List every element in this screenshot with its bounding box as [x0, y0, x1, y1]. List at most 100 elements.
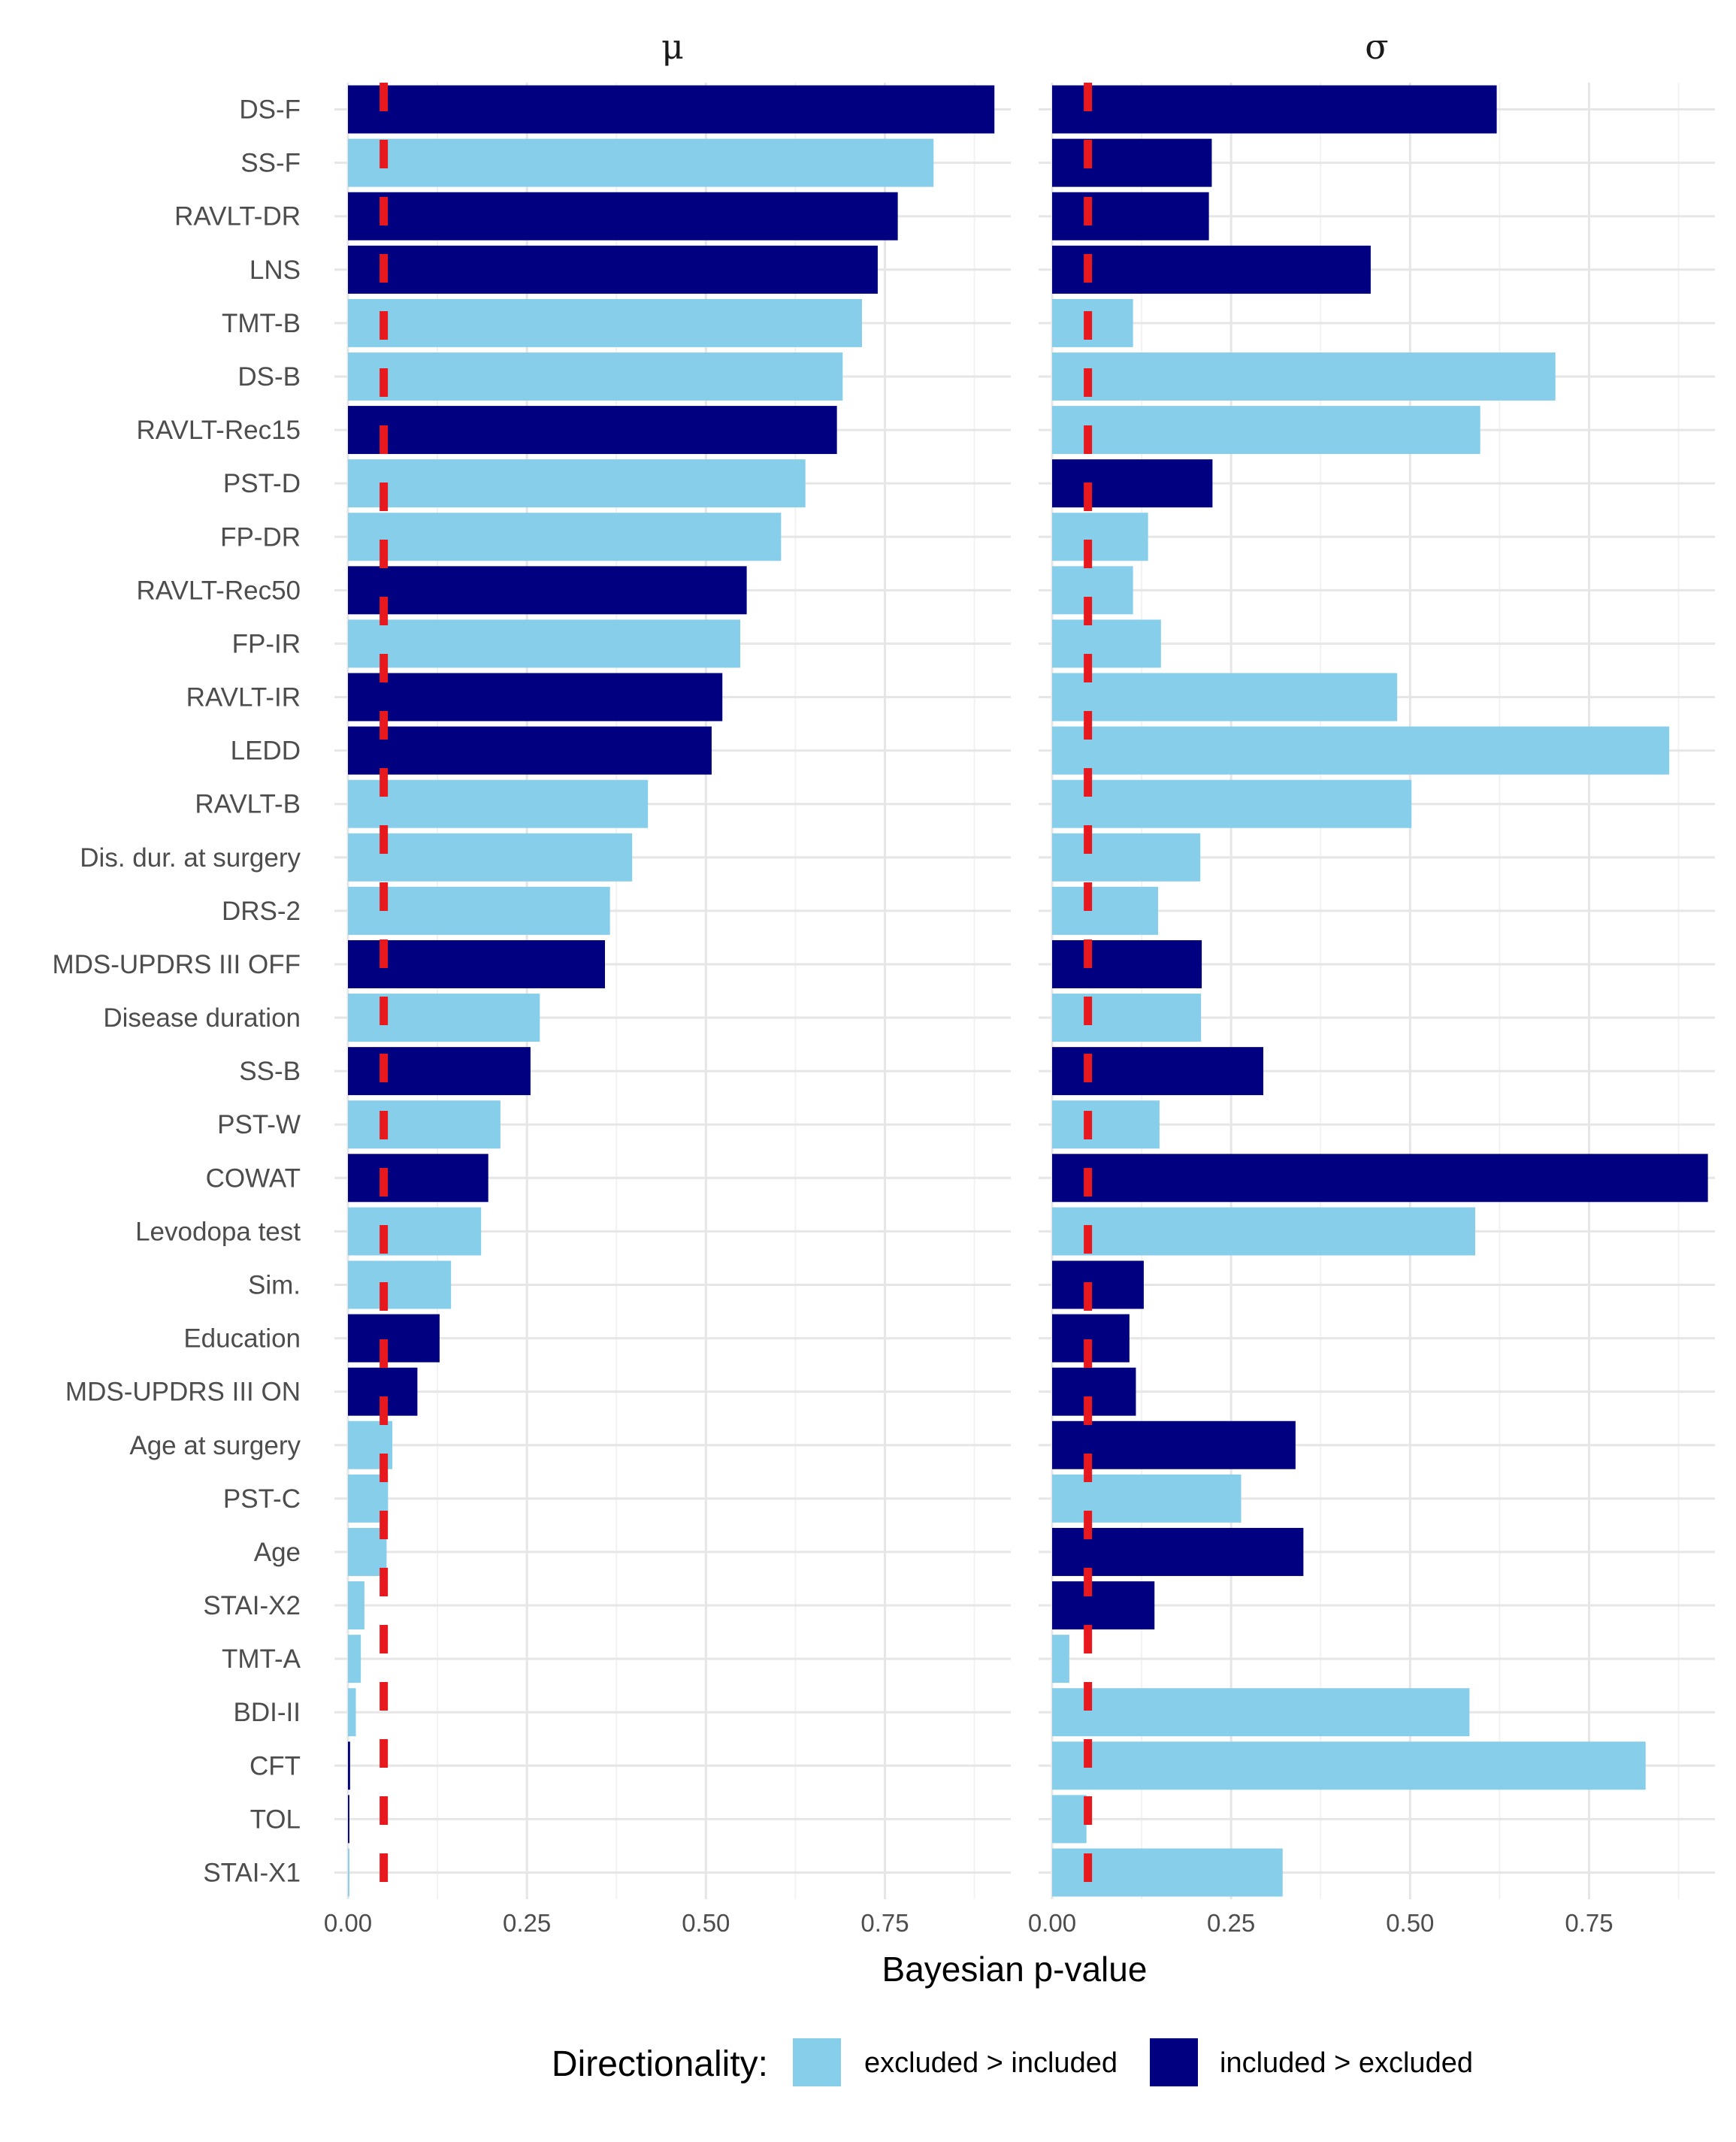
y-tick-label: RAVLT-B [195, 790, 301, 819]
x-axis-title: Bayesian p-value [882, 1950, 1148, 1989]
bar-sim- [348, 1260, 452, 1309]
bar-dis-dur-at-surgery [1052, 833, 1201, 882]
y-tick-label: DS-F [239, 95, 301, 125]
y-tick-label: SS-F [240, 149, 301, 178]
bar-stai-x2 [348, 1581, 364, 1630]
bar-pst-w [1052, 1100, 1160, 1149]
y-tick-label: STAI-X2 [203, 1591, 301, 1620]
y-tick-label: RAVLT-IR [186, 683, 301, 712]
y-tick-label: PST-D [223, 469, 301, 498]
y-tick-label: STAI-X1 [203, 1858, 301, 1887]
bar-stai-x2 [1052, 1581, 1155, 1630]
y-tick-label: SS-B [239, 1057, 301, 1086]
legend-label-excl: excluded > included [864, 2047, 1118, 2079]
bar-tmt-b [348, 298, 862, 347]
x-tick-label: 0.50 [1386, 1909, 1434, 1937]
y-tick-label: MDS-UPDRS III OFF [52, 950, 301, 979]
bar-ds-b [348, 352, 843, 401]
y-tick-label: COWAT [206, 1163, 301, 1193]
bar-mds-updrs-iii-off [348, 939, 605, 988]
y-tick-label: FP-DR [220, 522, 301, 552]
bar-fp-ir [1052, 619, 1161, 668]
bar-cft [1052, 1741, 1646, 1790]
bar-tol [1052, 1795, 1087, 1844]
bar-cowat [1052, 1154, 1708, 1203]
bar-disease-duration [348, 994, 540, 1042]
category-labels: DS-F SS-F RAVLT-DR LNS TMT-B DS-B RAVLT-Rec15 P… [52, 95, 301, 1888]
panel-1: μ 0.00 0.25 0.50 0.75 [324, 26, 1011, 1937]
bar-bdi-ii [348, 1688, 356, 1737]
y-tick-label: Disease duration [103, 1003, 301, 1033]
bar-ravlt-rec50 [348, 566, 747, 615]
x-tick-label: 0.50 [682, 1909, 730, 1937]
y-tick-label: RAVLT-DR [174, 202, 301, 231]
bar-lns [1052, 245, 1371, 294]
bar-age [1052, 1527, 1304, 1576]
bar-fp-dr [348, 513, 782, 561]
bar-ravlt-b [1052, 779, 1412, 828]
bar-pst-c [1052, 1474, 1242, 1523]
bar-ravlt-ir [348, 673, 723, 722]
bar-drs-2 [348, 886, 610, 935]
y-tick-label: Education [183, 1324, 301, 1354]
bar-ds-f [1052, 85, 1497, 134]
panel-2: σ 0.00 0.25 0.50 0.75 [1028, 26, 1715, 1937]
y-tick-label: CFT [250, 1751, 301, 1780]
y-tick-label: PST-C [223, 1484, 301, 1514]
y-tick-label: PST-W [217, 1110, 301, 1139]
bar-mds-updrs-iii-off [1052, 939, 1202, 988]
bar-tmt-a [1052, 1635, 1069, 1684]
bar-drs-2 [1052, 886, 1158, 935]
bar-ledd [348, 726, 712, 775]
y-tick-label: FP-IR [232, 629, 301, 658]
y-tick-label: RAVLT-Rec15 [136, 416, 301, 445]
legend: Directionality: excluded > included inclu… [552, 2038, 1473, 2086]
bar-mds-updrs-iii-on [1052, 1367, 1136, 1416]
y-tick-label: Age at surgery [129, 1431, 301, 1460]
bar-cft [348, 1741, 350, 1790]
bar-age-at-surgery [1052, 1420, 1296, 1469]
panel-title: σ [1365, 26, 1388, 67]
y-tick-label: Age [254, 1538, 301, 1567]
bar-tmt-b [1052, 298, 1133, 347]
x-tick-label: 0.25 [503, 1909, 551, 1937]
bar-cowat [348, 1154, 488, 1203]
bar-dis-dur-at-surgery [348, 833, 633, 882]
y-tick-label: RAVLT-Rec50 [136, 576, 301, 605]
bar-ravlt-rec15 [1052, 406, 1480, 455]
bar-ravlt-rec50 [1052, 566, 1133, 615]
bar-ss-b [348, 1047, 531, 1096]
x-tick-label: 0.25 [1207, 1909, 1255, 1937]
y-tick-label: DRS-2 [222, 897, 301, 926]
x-tick-label: 0.00 [1028, 1909, 1076, 1937]
bar-ravlt-rec15 [348, 406, 837, 455]
x-tick-label: 0.75 [1565, 1909, 1613, 1937]
bar-fp-dr [1052, 513, 1148, 561]
bar-levodopa-test [1052, 1207, 1476, 1256]
bar-sim- [1052, 1260, 1144, 1309]
panels: μ 0.00 0.25 0.50 0.75 σ 0.00 0.25 0.50 0.75 [324, 26, 1715, 1937]
bar-tol [348, 1795, 349, 1844]
bar-ds-f [348, 85, 995, 134]
bar-ds-b [1052, 352, 1556, 401]
bar-education [348, 1314, 440, 1363]
y-tick-label: LNS [250, 256, 301, 285]
bar-ss-f [348, 138, 934, 187]
bar-ravlt-ir [1052, 673, 1398, 722]
y-tick-label: Dis. dur. at surgery [80, 843, 301, 873]
y-tick-label: Levodopa test [135, 1217, 301, 1246]
bar-ravlt-dr [1052, 192, 1209, 241]
bar-fp-ir [348, 619, 741, 668]
y-tick-label: TMT-B [222, 309, 301, 338]
y-tick-label: TOL [250, 1805, 301, 1834]
legend-label-incl: included > excluded [1220, 2047, 1473, 2079]
legend-key-incl [1150, 2038, 1198, 2086]
bar-ravlt-dr [348, 192, 898, 241]
bar-disease-duration [1052, 994, 1202, 1042]
panel-title: μ [661, 26, 684, 67]
y-tick-label: LEDD [231, 737, 301, 766]
bar-ss-f [1052, 138, 1212, 187]
legend-key-excl [793, 2038, 841, 2086]
bar-tmt-a [348, 1635, 361, 1684]
bar-levodopa-test [348, 1207, 482, 1256]
